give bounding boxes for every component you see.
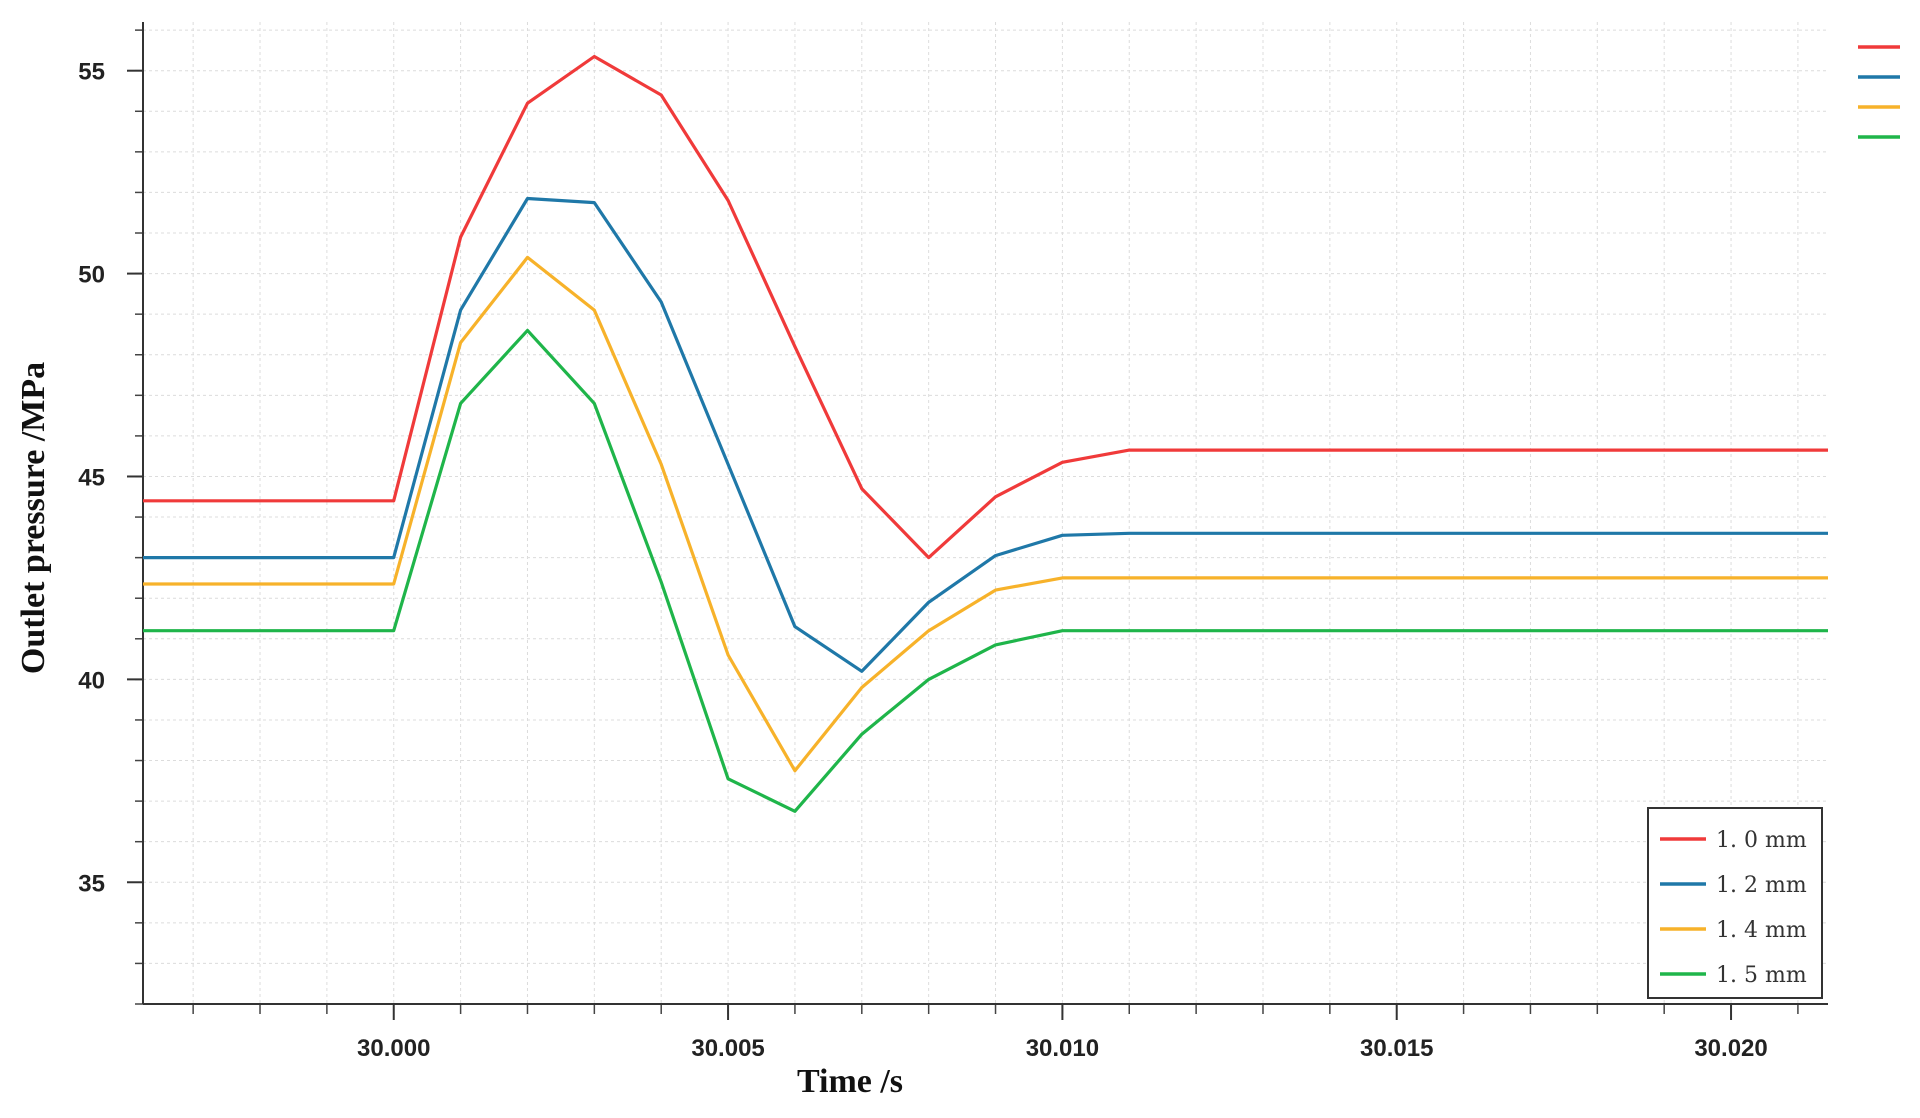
x-tick-label: 30.005 <box>691 1035 764 1062</box>
top-right-markers <box>1858 45 1900 139</box>
series-line-2 <box>143 196 1828 673</box>
x-axis-title: Time /s <box>797 1063 903 1100</box>
grid <box>143 22 1828 1005</box>
x-tick-label: 30.000 <box>357 1035 430 1062</box>
legend-label: 1. 5 mm <box>1716 963 1807 988</box>
y-tick-label: 40 <box>78 667 105 694</box>
legend: 1. 0 mm 1. 2 mm 1. 4 mm 1. 5 mm <box>1647 807 1823 999</box>
legend-label: 1. 0 mm <box>1716 828 1807 853</box>
y-axis-title: Outlet pressure /MPa <box>15 362 52 674</box>
series-line-1 <box>143 54 1828 560</box>
series-line-4 <box>143 328 1828 813</box>
y-tick-label: 50 <box>78 262 105 289</box>
x-tick-label: 30.010 <box>1026 1035 1099 1062</box>
y-tick-label: 55 <box>78 59 105 86</box>
legend-label: 1. 2 mm <box>1716 873 1807 898</box>
series-line-3 <box>143 255 1828 773</box>
x-tick-label: 30.020 <box>1694 1035 1767 1062</box>
axes: 30.000 30.005 30.010 30.015 30.020 35 40 45 50 55 <box>78 22 1828 1062</box>
x-tick-label: 30.015 <box>1360 1035 1433 1062</box>
series-lines <box>143 54 1828 813</box>
legend-label: 1. 4 mm <box>1716 918 1807 943</box>
y-tick-label: 35 <box>78 870 105 897</box>
y-tick-label: 45 <box>78 464 105 491</box>
